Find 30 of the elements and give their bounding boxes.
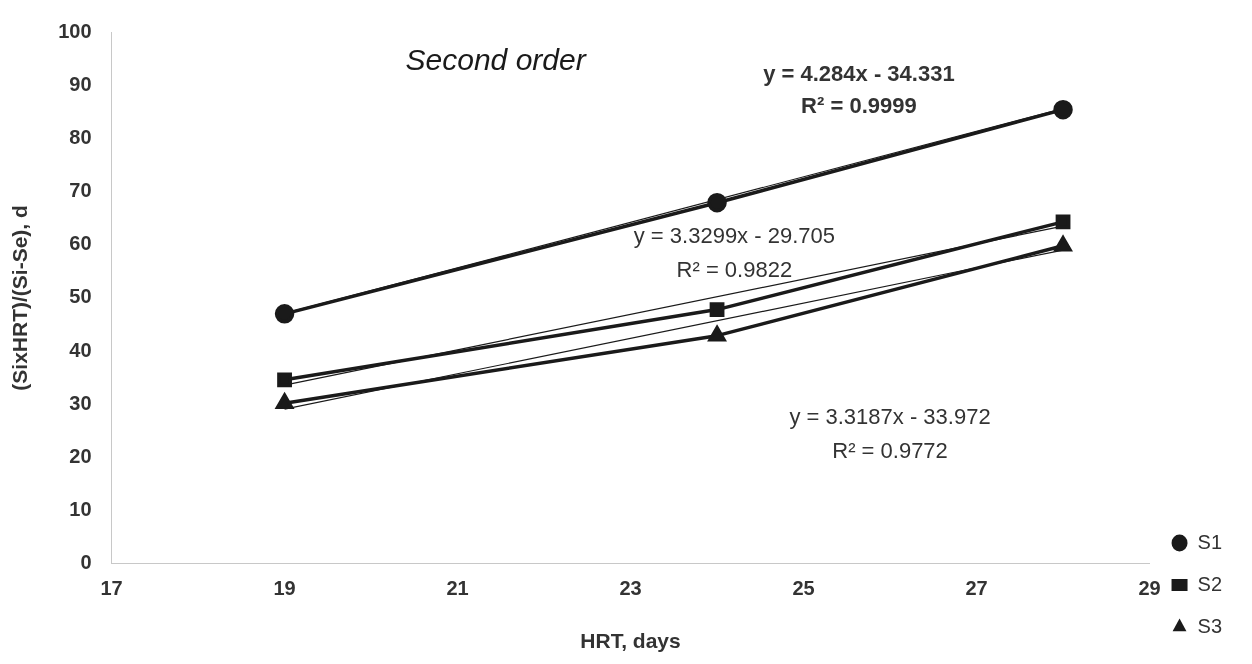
y-tick-label: 40: [69, 338, 92, 361]
x-tick-label: 25: [792, 577, 815, 600]
annotation: R² = 0.9772: [832, 438, 948, 464]
annotation: y = 3.3299x - 29.705: [633, 222, 835, 248]
x-tick-label: 23: [619, 577, 642, 600]
y-tick-label: 30: [69, 391, 92, 414]
y-tick-label: 0: [80, 551, 92, 574]
y-tick-label: 80: [69, 125, 92, 148]
y-tick-label: 70: [69, 179, 92, 202]
x-tick-label: 29: [1138, 577, 1161, 600]
x-tick-label: 21: [446, 577, 469, 600]
legend-label: S3: [1197, 614, 1223, 637]
x-axis-title: HRT, days: [580, 629, 681, 653]
y-tick-label: 100: [58, 19, 92, 42]
y-tick-label: 50: [69, 285, 92, 308]
x-tick-label: 19: [273, 577, 296, 600]
y-tick-label: 20: [69, 444, 92, 467]
annotation: R² = 0.9999: [801, 92, 917, 118]
chart-title: Second order: [405, 43, 587, 77]
y-tick-label: 90: [69, 72, 92, 95]
annotation: y = 4.284x - 34.331: [763, 60, 955, 86]
annotation: y = 3.3187x - 33.972: [789, 403, 991, 429]
legend-label: S2: [1197, 572, 1223, 595]
x-tick-label: 17: [100, 577, 123, 600]
legend-label: S1: [1197, 530, 1223, 553]
y-tick-label: 10: [69, 498, 92, 521]
x-tick-label: 27: [965, 577, 988, 600]
y-tick-label: 60: [69, 232, 92, 255]
annotation: R² = 0.9822: [676, 257, 793, 283]
y-axis-title: (SixHRT)/(Si-Se), d: [8, 205, 32, 391]
